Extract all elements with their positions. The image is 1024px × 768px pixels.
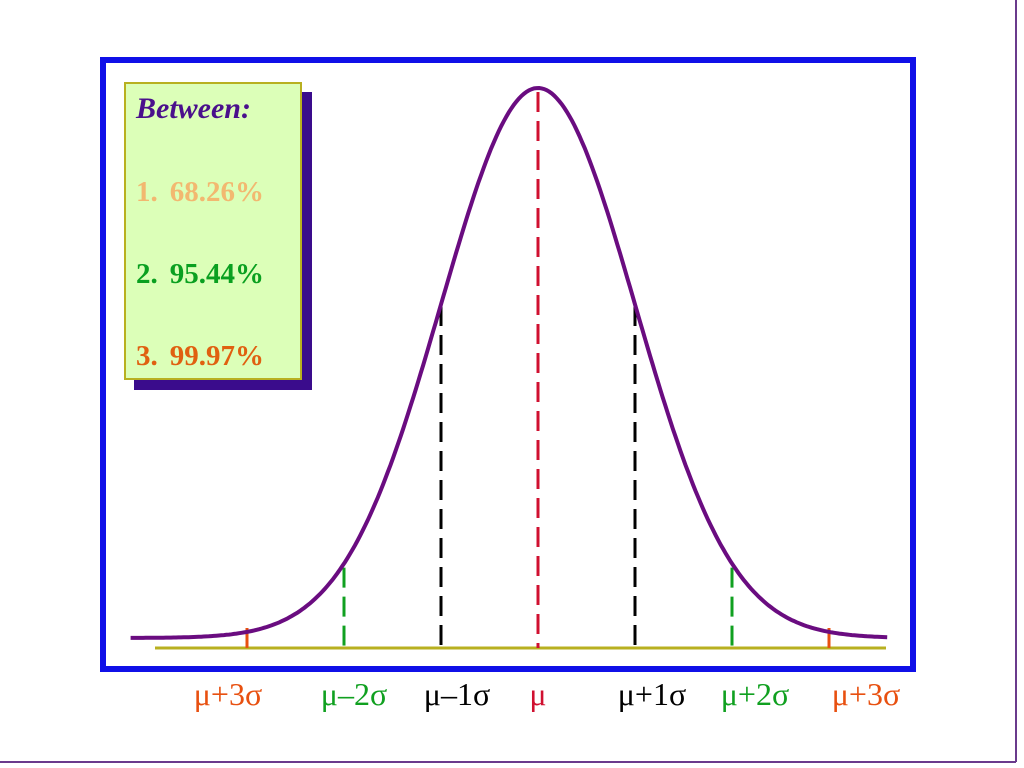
axis-label-minus-2sd: μ–2σ: [320, 676, 388, 712]
axis-label-minus-3sd: μ+3σ: [193, 676, 263, 712]
legend-item-2: 2. 95.44%: [136, 258, 264, 291]
legend-title: Between:: [136, 92, 251, 125]
legend-item-3: 3. 99.97%: [136, 340, 264, 373]
legend-item-number: 2.: [136, 258, 158, 290]
legend-item-1: 1. 68.26%: [136, 176, 264, 209]
legend-item-value: 68.26%: [169, 176, 264, 208]
normal-curve: [130, 85, 888, 640]
axis-label-minus-1sd: μ–1σ: [423, 676, 491, 712]
legend-box: Between: 1. 68.26% 2. 95.44% 3. 99.97%: [124, 82, 302, 380]
axis-label-plus-1sd: μ+1σ: [617, 676, 687, 712]
legend-item-value: 99.97%: [169, 340, 264, 372]
axis-label-plus-2sd: μ+2σ: [720, 676, 790, 712]
axis-label-mean: μ: [529, 676, 547, 712]
axis-label-plus-3sd: μ+3σ: [831, 676, 901, 712]
legend-item-number: 3.: [136, 340, 158, 372]
legend-item-number: 1.: [136, 176, 158, 208]
legend-item-value: 95.44%: [169, 258, 264, 290]
